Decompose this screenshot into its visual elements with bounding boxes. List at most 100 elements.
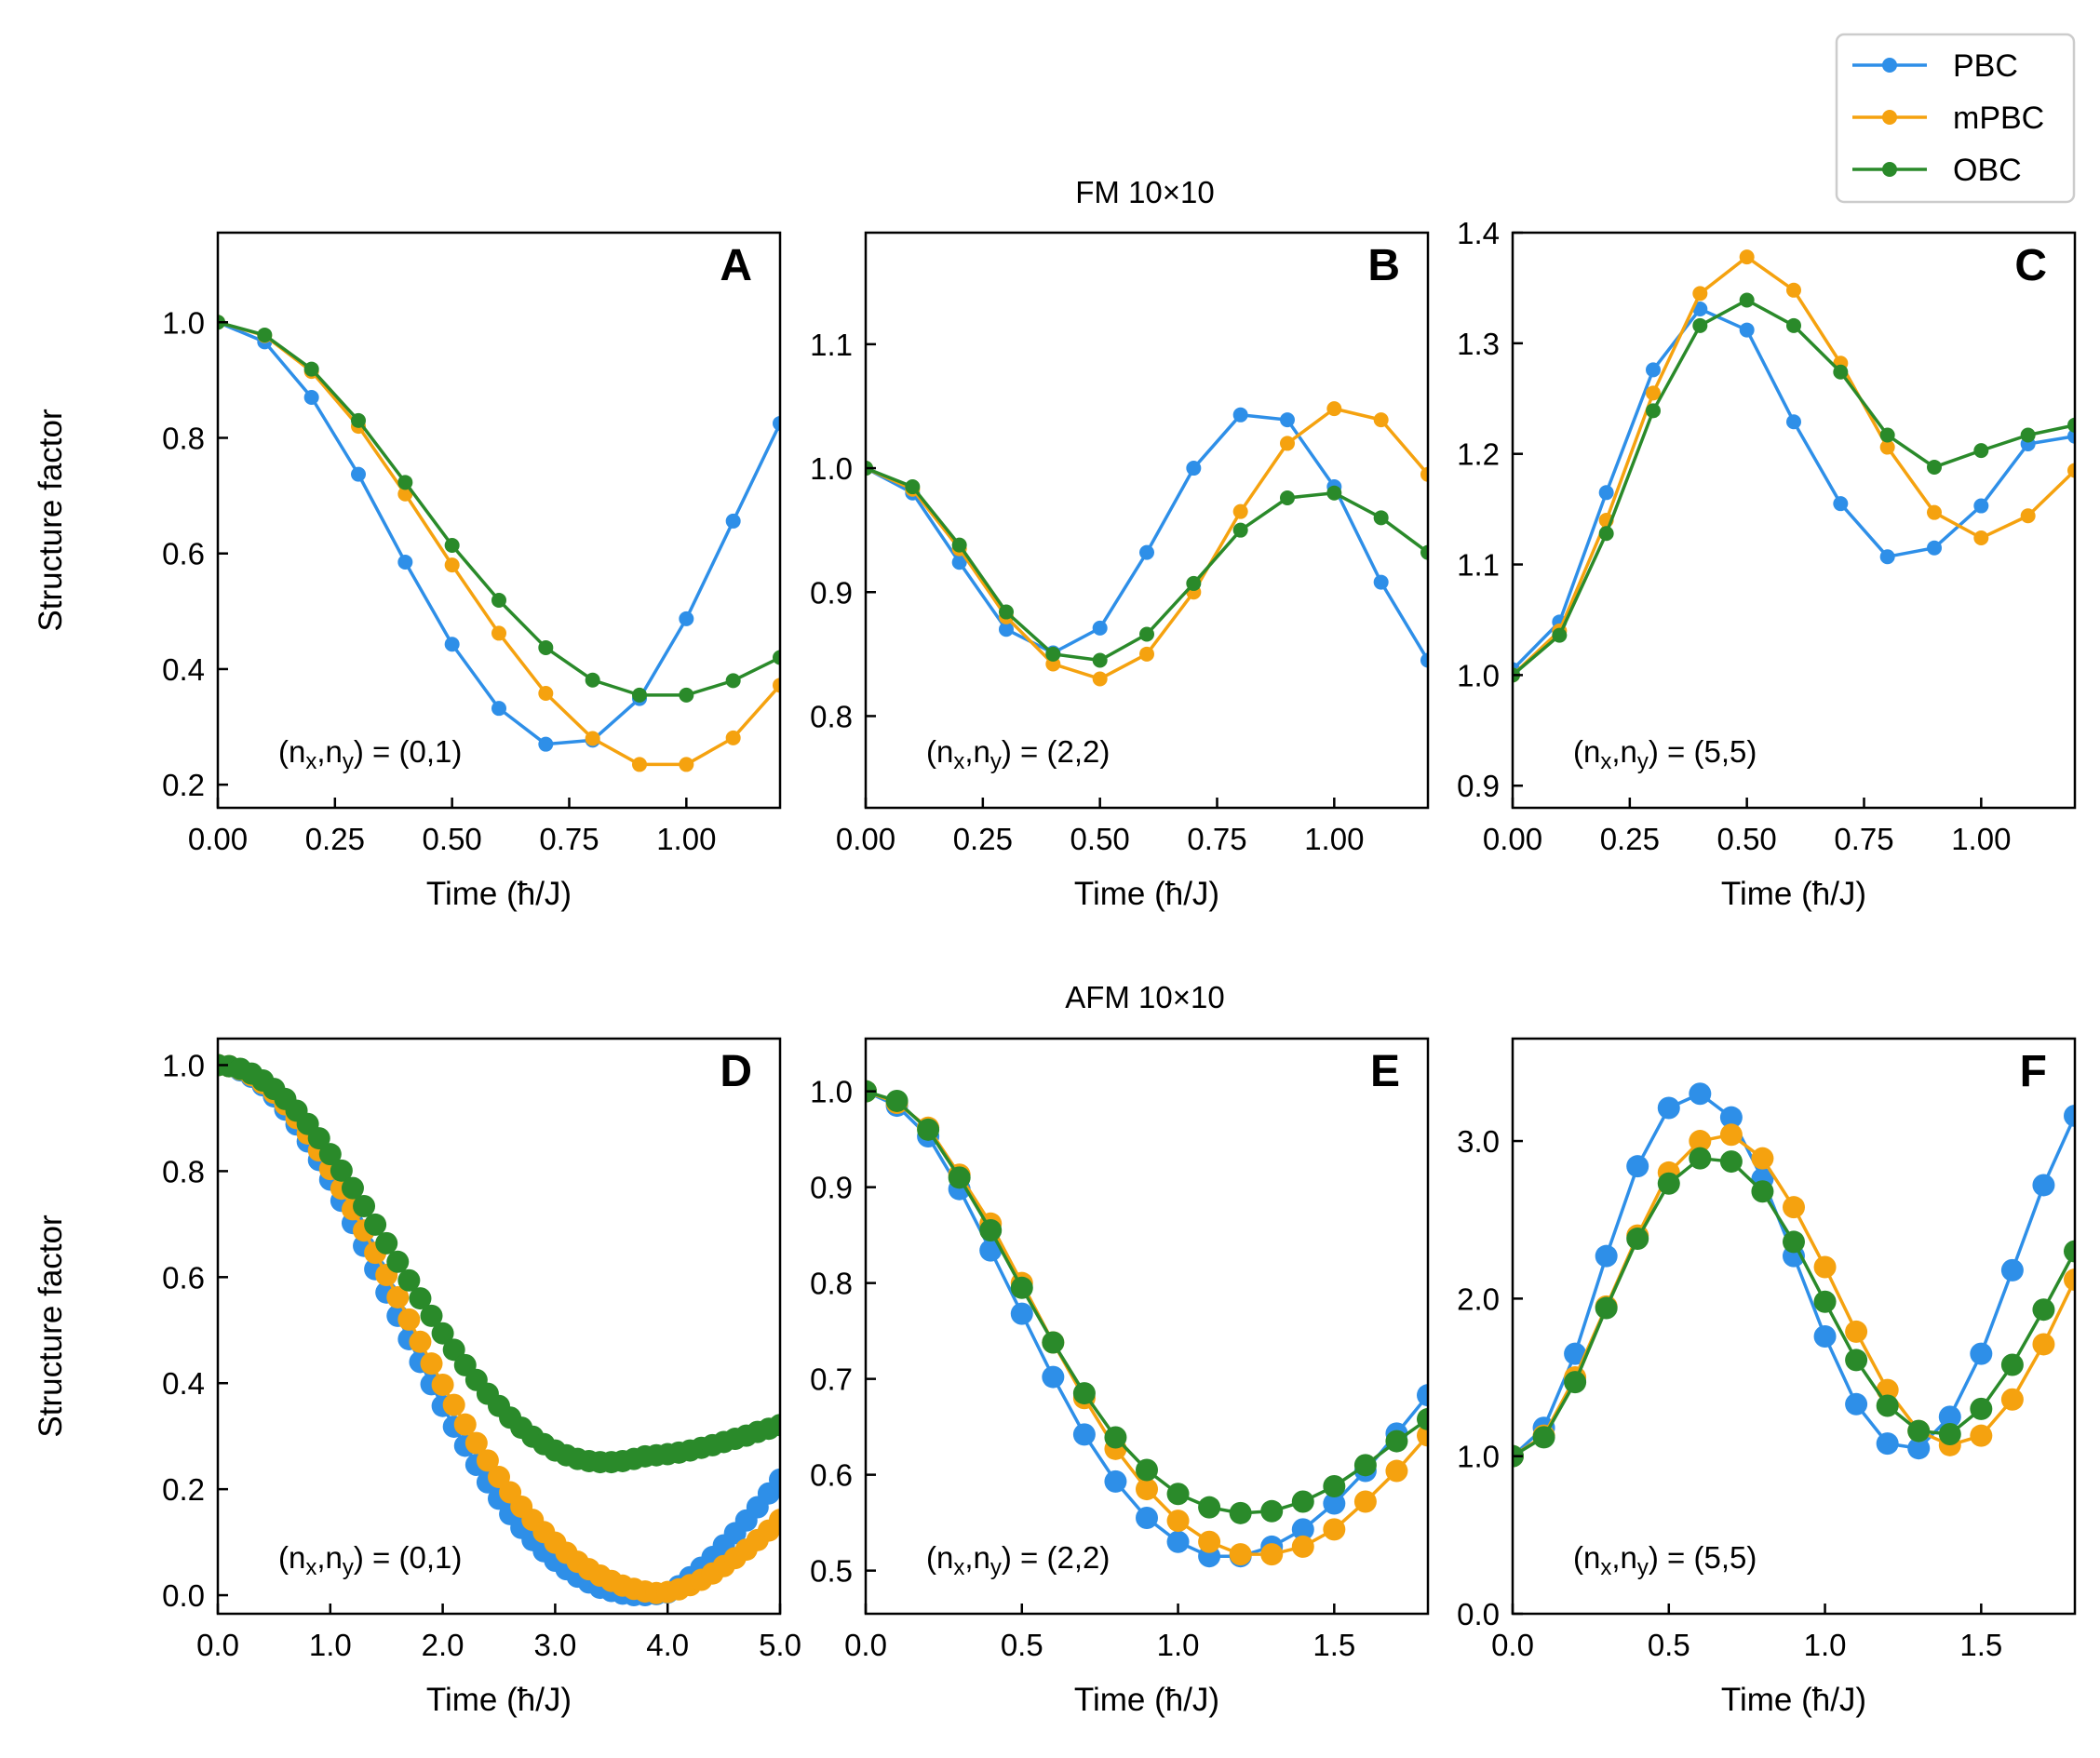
panel-e-series-obc-point bbox=[1010, 1276, 1033, 1299]
panel-a-mode-label-sub: y bbox=[343, 749, 354, 774]
panel-f-series-obc-point bbox=[1657, 1172, 1680, 1195]
panel-f-series-obc-point bbox=[1689, 1147, 1712, 1170]
panel-c-series-mpbc-point bbox=[2020, 508, 2036, 524]
panel-d-series-obc-point bbox=[397, 1268, 421, 1292]
panel-a-mode-label-part: ) = (0,1) bbox=[354, 734, 462, 769]
panel-b-series-pbc-point bbox=[1373, 574, 1389, 590]
panel-c-letter: C bbox=[2014, 241, 2047, 290]
panel-a-series-obc-point bbox=[632, 687, 647, 703]
panel-b-series-obc-point bbox=[1186, 575, 1202, 591]
panel-c-series-obc-point bbox=[1973, 443, 1989, 459]
panel-d-series-obc-point bbox=[364, 1213, 387, 1236]
panel-c-series-pbc-point bbox=[1786, 414, 1801, 430]
panel-b-y-tick-label: 0.8 bbox=[810, 699, 853, 733]
panel-e-series-mpbc-point bbox=[1385, 1459, 1408, 1483]
panel-e-mode-label-part: ) = (2,2) bbox=[1002, 1540, 1110, 1575]
panel-d-mode-label-part: ) = (0,1) bbox=[354, 1540, 462, 1575]
panel-d-mode-label: (nx,ny) = (0,1) bbox=[278, 1540, 462, 1580]
legend-label-obc: OBC bbox=[1953, 153, 2022, 188]
panel-c-series-obc-point bbox=[1646, 403, 1661, 419]
panel-c-series-pbc-point bbox=[1692, 302, 1708, 316]
panel-c-series-mpbc-point bbox=[1973, 530, 1989, 546]
panel-e-x-tick-label: 0.5 bbox=[1001, 1628, 1043, 1662]
panel-f-x-tick-label: 0.0 bbox=[1491, 1628, 1534, 1662]
panel-c-frame bbox=[1511, 231, 2077, 810]
panel-d-series-mpbc-point bbox=[769, 1509, 780, 1532]
panel-e-y-tick-label: 0.6 bbox=[810, 1458, 853, 1493]
panel-d-series-mpbc-point bbox=[431, 1373, 454, 1396]
panel-a-series-obc-point bbox=[725, 673, 741, 689]
panel-c-y-tick-label: 1.2 bbox=[1457, 437, 1500, 472]
panel-a-x-tick-label: 0.50 bbox=[423, 822, 482, 856]
panel-e-series-obc-point bbox=[1198, 1496, 1221, 1519]
panel-d-plot-area bbox=[218, 1053, 780, 1607]
panel-c-series-mpbc-point bbox=[1786, 282, 1801, 298]
panel-e-series-pbc-point bbox=[1323, 1492, 1346, 1515]
panel-c-series-mpbc-point bbox=[2067, 463, 2075, 478]
panel-f-series-pbc-point bbox=[1845, 1392, 1868, 1416]
panel-d-y-tick-label: 0.6 bbox=[162, 1260, 205, 1295]
panel-a-series-mpbc-point bbox=[585, 731, 600, 746]
panel-a-series-pbc-point bbox=[397, 555, 413, 570]
panel-b: 0.00 0.25 0.50 0.75 1.00 0.8 0.9 1.0 1.1 Time (ħ/… bbox=[810, 231, 1430, 912]
panel-b-x-tick-label: 0.25 bbox=[953, 822, 1013, 856]
panel-e-mode-label-sub: y bbox=[990, 1555, 1002, 1580]
panel-e-series-pbc-point bbox=[979, 1239, 1003, 1262]
panel-b-mode-label-part: (n bbox=[926, 734, 953, 769]
panel-e-series-obc-point bbox=[1042, 1331, 1065, 1354]
panel-b-x-tick-label: 0.50 bbox=[1070, 822, 1130, 856]
panel-c-series-obc-point bbox=[1598, 526, 1614, 542]
panel-e-series-mpbc-point bbox=[1353, 1490, 1377, 1513]
panel-d-series-obc-point bbox=[386, 1250, 410, 1273]
panel-e-y-tick-label: 1.0 bbox=[810, 1075, 853, 1109]
panel-b-series-mpbc-point bbox=[1420, 466, 1428, 482]
panel-c-series-obc-point bbox=[1833, 364, 1849, 380]
panel-f-series-pbc-point bbox=[1719, 1106, 1743, 1129]
panel-f-series-obc-point bbox=[1532, 1426, 1555, 1449]
panel-d-x-tick-label: 0.0 bbox=[196, 1628, 239, 1662]
panel-a-series-obc-point bbox=[491, 593, 506, 609]
row-title-afm: AFM 10×10 bbox=[1065, 980, 1225, 1014]
panel-d-series-mpbc-point bbox=[397, 1308, 421, 1331]
panel-b-series-pbc-point bbox=[1420, 652, 1428, 668]
panel-d-series-obc-point bbox=[442, 1338, 465, 1362]
panel-a-frame bbox=[216, 231, 782, 810]
panel-d-mode-label-sub: x bbox=[305, 1555, 316, 1580]
panel-f-y-tick-label: 0.0 bbox=[1457, 1597, 1500, 1631]
panel-f-series-obc-point bbox=[2032, 1298, 2055, 1322]
panel-f-series-pbc-point bbox=[1657, 1096, 1680, 1120]
legend-marker-pbc bbox=[1882, 58, 1897, 73]
panel-c-plot-area bbox=[1513, 249, 2075, 683]
panel-e-series-mpbc-point bbox=[1198, 1530, 1221, 1553]
panel-e-x-tick-label: 1.0 bbox=[1157, 1628, 1200, 1662]
panel-e-series-pbc-point bbox=[1417, 1384, 1428, 1407]
panel-d-series-mpbc-point bbox=[420, 1352, 443, 1376]
panel-c-series-pbc-point bbox=[1973, 498, 1989, 514]
panel-f-series-obc-point bbox=[1970, 1397, 1993, 1420]
panel-d-series-obc-point bbox=[318, 1143, 342, 1166]
panel-f-series-mpbc-point bbox=[2000, 1388, 2024, 1411]
panel-a-plot-area bbox=[218, 315, 780, 772]
panel-e-series-mpbc-point bbox=[1291, 1535, 1314, 1558]
panel-d-frame bbox=[216, 1037, 782, 1616]
panel-b-mode-label-part: ) = (2,2) bbox=[1002, 734, 1110, 769]
panel-c-series-pbc-point bbox=[1833, 496, 1849, 512]
panel-c-series-obc-point bbox=[1879, 427, 1895, 443]
legend-marker-obc bbox=[1882, 162, 1897, 177]
panel-a-series-obc-point bbox=[773, 650, 780, 665]
panel-d-series-pbc-point bbox=[769, 1468, 780, 1491]
panel-e-series-pbc-point bbox=[1166, 1530, 1190, 1553]
panel-b-series-obc-point bbox=[1280, 490, 1295, 506]
legend-entry-obc: OBC bbox=[1852, 153, 2022, 188]
panel-f-frame bbox=[1511, 1037, 2077, 1616]
panel-f-mode-label-sub: x bbox=[1600, 1555, 1611, 1580]
panel-f-y-tick-label: 2.0 bbox=[1457, 1282, 1500, 1316]
panel-e-mode-label-part: (n bbox=[926, 1540, 953, 1575]
panel-f-series-mpbc-point bbox=[1813, 1255, 1837, 1279]
panel-e-series-mpbc-point bbox=[1136, 1478, 1158, 1501]
panel-b-x-tick-label: 1.00 bbox=[1304, 822, 1364, 856]
panel-a-series-pbc-point bbox=[444, 637, 460, 652]
panel-d-x-tick-label: 2.0 bbox=[422, 1628, 464, 1662]
panel-b-mode-label-sub: y bbox=[990, 749, 1002, 774]
panel-a-y-tick-label: 0.8 bbox=[162, 421, 205, 455]
